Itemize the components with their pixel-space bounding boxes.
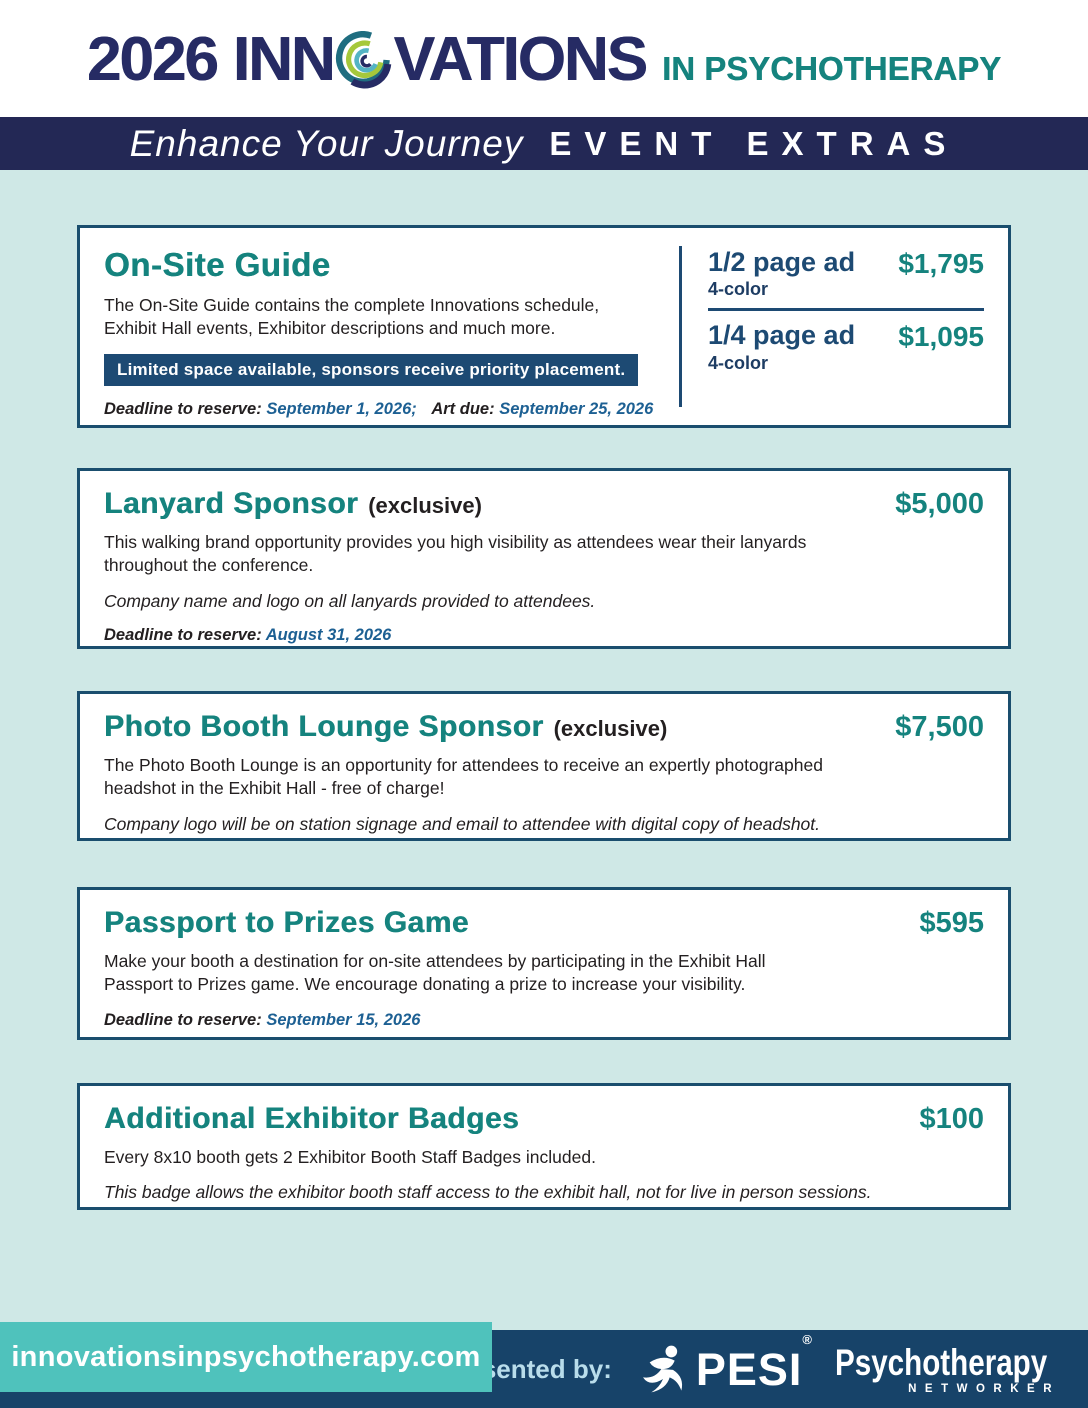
card-note: Company name and logo on all lanyards pr… [104, 590, 596, 611]
masthead: 2026 INN VATIONS IN PSYCHOTHERAPY [0, 0, 1088, 117]
card-note: Company logo will be on station signage … [104, 813, 821, 834]
ad-name: 1/2 page ad [708, 247, 856, 277]
deadline-label: Deadline to reserve: [104, 1010, 262, 1029]
deadline-line: Deadline to reserve: September 1, 2026; … [104, 400, 679, 419]
card-price: $595 [919, 907, 984, 939]
deadline-line: Deadline to reserve: September 15, 2026 [104, 1011, 984, 1030]
ad-option: 1/2 page ad 4-color [708, 248, 855, 300]
card-passport-to-prizes: Passport to Prizes Game $595 Make your b… [77, 887, 1011, 1040]
logo-word-end: VATIONS [393, 25, 648, 94]
card-body: The Photo Booth Lounge is an opportunity… [104, 755, 823, 799]
psychotherapy-networker-logo: Psychotherapy NETWORKER [835, 1344, 1060, 1395]
ad-price: $1,795 [898, 248, 984, 279]
card-body: Every 8x10 booth gets 2 Exhibitor Booth … [104, 1147, 596, 1167]
ad-price: $1,095 [898, 321, 984, 353]
card-body: This walking brand opportunity provides … [104, 532, 807, 576]
card-title: Photo Booth Lounge Sponsor (exclusive) [104, 710, 668, 743]
card-body: Make your booth a destination for on-sit… [104, 951, 766, 995]
website-url-link[interactable]: innovationsinpsychotherapy.com [11, 1340, 481, 1373]
registered-mark: ® [802, 1331, 813, 1347]
pesi-logo: PESI® [638, 1331, 813, 1395]
card-lanyard-sponsor: Lanyard Sponsor (exclusive) $5,000 This w… [77, 468, 1011, 649]
ad-pricing-row: 1/2 page ad 4-color $1,795 [708, 246, 984, 308]
card-title-row: Additional Exhibitor Badges $100 [104, 1102, 984, 1136]
pesi-runner-icon [642, 1345, 682, 1393]
cards-area: On-Site Guide The On-Site Guide contains… [0, 170, 1088, 1322]
deadline-date: August 31, 2026 [265, 625, 392, 644]
card-price: $5,000 [895, 488, 984, 520]
deadline-line: Deadline to reserve: August 31, 2026 [104, 626, 984, 645]
card-title-row: Passport to Prizes Game $595 [104, 906, 984, 940]
deadline-date: September 1, 2026; [266, 399, 417, 418]
exclusive-qualifier: (exclusive) [553, 716, 668, 741]
logo-wordmark: INN VATIONS [232, 22, 648, 95]
pesi-wordmark: PESI® [695, 1331, 813, 1395]
card-price: $100 [919, 1103, 984, 1135]
event-extras-banner: Enhance Your Journey EVENT EXTRAS [0, 117, 1088, 170]
networker-wordmark-top: Psychotherapy [835, 1341, 1048, 1383]
art-due-date: September 25, 2026 [499, 399, 654, 418]
footer-presented-bar: Presented by: PESI® Psychotherapy NETWOR… [0, 1330, 1088, 1408]
card-note: This badge allows the exhibitor booth st… [104, 1182, 872, 1203]
on-site-guide-info: On-Site Guide The On-Site Guide contains… [104, 242, 679, 418]
ad-option: 1/4 page ad 4-color [708, 321, 855, 373]
innovations-logo: 2026 INN VATIONS IN PSYCHOTHERAPY [87, 22, 1001, 95]
card-price: $7,500 [895, 711, 984, 743]
ad-spec: 4-color [708, 352, 769, 373]
deadline-date: September 15, 2026 [266, 1010, 421, 1029]
card-title-row: Photo Booth Lounge Sponsor (exclusive) $7… [104, 710, 984, 744]
art-due-label: Art due: [431, 399, 495, 418]
card-title-row: Lanyard Sponsor (exclusive) $5,000 [104, 487, 984, 521]
exclusive-qualifier: (exclusive) [368, 493, 482, 518]
footer: Presented by: PESI® Psychotherapy NETWOR… [0, 1322, 1088, 1408]
card-photo-booth-lounge: Photo Booth Lounge Sponsor (exclusive) $7… [77, 691, 1011, 841]
card-title: On-Site Guide [104, 246, 331, 283]
logo-tagline: IN PSYCHOTHERAPY [661, 50, 1002, 87]
card-title: Additional Exhibitor Badges [104, 1102, 520, 1135]
logo-word-start: INN [232, 25, 336, 94]
card-title: Passport to Prizes Game [104, 906, 469, 939]
banner-title-text: EVENT EXTRAS [549, 124, 959, 162]
ad-pricing-row: 1/4 page ad 4-color $1,095 [708, 308, 984, 381]
card-title: Lanyard Sponsor (exclusive) [104, 487, 482, 520]
card-additional-badges: Additional Exhibitor Badges $100 Every 8… [77, 1083, 1011, 1210]
banner-script-text: Enhance Your Journey [129, 122, 524, 164]
card-body: The On-Site Guide contains the complete … [104, 295, 600, 339]
ad-pricing-table: 1/2 page ad 4-color $1,795 1/4 page ad 4… [679, 246, 984, 407]
deadline-label: Deadline to reserve: [104, 399, 262, 418]
logo-year: 2026 [86, 25, 219, 94]
networker-wordmark-bottom: NETWORKER [908, 1382, 1060, 1395]
innovations-swirl-icon [335, 31, 391, 89]
ad-spec: 4-color [708, 279, 769, 300]
footer-url-bar: innovationsinpsychotherapy.com [0, 1322, 492, 1392]
deadline-label: Deadline to reserve: [104, 625, 262, 644]
card-on-site-guide: On-Site Guide The On-Site Guide contains… [77, 225, 1011, 428]
ad-name: 1/4 page ad [708, 320, 856, 351]
limited-space-callout: Limited space available, sponsors receiv… [104, 353, 639, 386]
